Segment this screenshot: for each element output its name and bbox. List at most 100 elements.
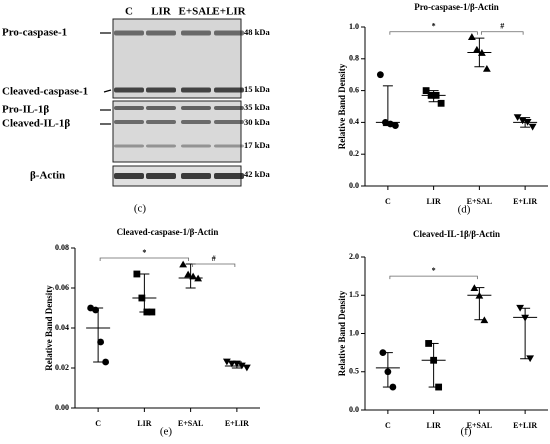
significance-label: # — [500, 22, 504, 31]
x-tick-label: E+SAL — [467, 421, 492, 430]
x-tick-label: LIR — [137, 419, 151, 428]
panel-label: (f) — [461, 426, 472, 438]
y-tick-label: 0.04 — [55, 323, 69, 332]
blot-band — [114, 120, 144, 124]
blot-band — [146, 144, 176, 148]
panel-label: (d) — [458, 204, 471, 216]
y-axis-label: Relative Band Density — [337, 290, 347, 376]
blot-band — [214, 87, 244, 93]
y-tick-label: 2.0 — [349, 252, 359, 261]
significance-bracket — [480, 31, 524, 35]
lane-label: E+SAL — [178, 6, 213, 18]
significance-bracket — [99, 257, 190, 261]
blot-band — [181, 173, 211, 179]
y-tick-label: 1.0 — [349, 22, 359, 31]
blot-band — [214, 106, 244, 110]
data-point — [482, 64, 491, 72]
size-label: 48 kDa — [244, 27, 270, 37]
band-label: Cleaved-caspase-1 — [2, 86, 88, 98]
blot-band — [214, 30, 244, 36]
size-label: 30 kDa — [244, 117, 270, 127]
data-point — [467, 33, 476, 40]
blot-band — [214, 120, 244, 124]
y-tick-label: 0.6 — [349, 85, 359, 94]
data-point — [422, 87, 430, 94]
chart-title: Cleaved-caspase-1/β-Actin — [117, 227, 219, 237]
blot-band — [146, 30, 176, 36]
blot-band — [214, 144, 244, 148]
data-point — [391, 122, 399, 129]
size-label: 42 kDa — [244, 169, 270, 179]
band-label: Pro-caspase-1 — [2, 27, 67, 39]
blot-band — [114, 173, 144, 179]
data-point — [179, 260, 188, 268]
x-tick-label: C — [385, 421, 391, 430]
blot-band — [181, 87, 211, 93]
chart-title: Pro-caspase-1/β-Actin — [414, 2, 499, 12]
x-tick-label: E+LIR — [225, 419, 249, 428]
y-tick-label: 0.5 — [349, 367, 359, 376]
data-point — [376, 71, 384, 79]
blot-band — [114, 30, 144, 36]
band-label: Cleaved-IL-1β — [2, 118, 70, 130]
y-tick-label: 0.0 — [349, 181, 359, 190]
chart-title: Cleaved-IL-1β/β-Actin — [413, 229, 500, 239]
data-point — [472, 45, 481, 53]
significance-label: * — [142, 248, 146, 257]
y-tick-label: 0.0 — [349, 405, 359, 414]
size-label: 35 kDa — [244, 102, 270, 112]
significance-bracket — [389, 31, 478, 35]
significance-bracket — [192, 263, 236, 267]
y-tick-label: 0.02 — [55, 363, 69, 372]
blot-band — [114, 106, 144, 110]
blot-image — [112, 100, 242, 163]
y-tick-label: 0.00 — [55, 403, 69, 412]
blot-band — [146, 120, 176, 124]
data-point — [184, 270, 193, 278]
data-point — [133, 270, 141, 278]
band-arrow — [103, 89, 112, 93]
blot-band — [146, 106, 176, 110]
y-tick-label: 0.4 — [349, 117, 359, 126]
x-tick-label: C — [385, 197, 391, 206]
y-tick-label: 0.08 — [55, 243, 69, 252]
significance-label: * — [432, 22, 436, 31]
data-point — [97, 338, 105, 346]
blot-band — [181, 106, 211, 110]
x-tick-label: E+SAL — [178, 419, 203, 428]
data-point — [102, 358, 110, 366]
blot-band — [146, 173, 176, 179]
band-label: β-Actin — [30, 170, 65, 182]
x-tick-label: E+LIR — [513, 197, 537, 206]
lane-label: LIR — [151, 6, 172, 18]
blot-band — [181, 144, 211, 148]
size-label: 15 kDa — [244, 84, 270, 94]
data-point — [148, 308, 156, 316]
lane-label: C — [125, 6, 133, 18]
y-tick-label: 1.0 — [349, 328, 359, 337]
x-tick-label: C — [95, 419, 101, 428]
panel-label: (e) — [160, 426, 173, 438]
x-tick-label: LIR — [427, 197, 441, 206]
blot-band — [114, 87, 144, 93]
data-point — [437, 99, 445, 107]
data-point — [222, 358, 231, 366]
significance-label: * — [432, 266, 436, 275]
y-tick-label: 0.2 — [349, 149, 359, 158]
blot-band — [181, 30, 211, 36]
lane-label: E+LIR — [212, 6, 246, 18]
x-tick-label: LIR — [427, 421, 441, 430]
size-label: 17 kDa — [244, 140, 270, 150]
significance-bracket — [389, 275, 478, 280]
band-label: Pro-IL-1β — [2, 104, 49, 116]
y-tick-label: 0.06 — [55, 283, 69, 292]
x-tick-label: E+SAL — [467, 197, 492, 206]
y-tick-label: 0.8 — [349, 54, 359, 63]
panel-label: (c) — [134, 203, 147, 215]
blot-band — [181, 120, 211, 124]
data-point — [513, 114, 522, 122]
y-axis-label: Relative Band Density — [44, 285, 54, 371]
y-tick-label: 1.5 — [349, 290, 359, 299]
